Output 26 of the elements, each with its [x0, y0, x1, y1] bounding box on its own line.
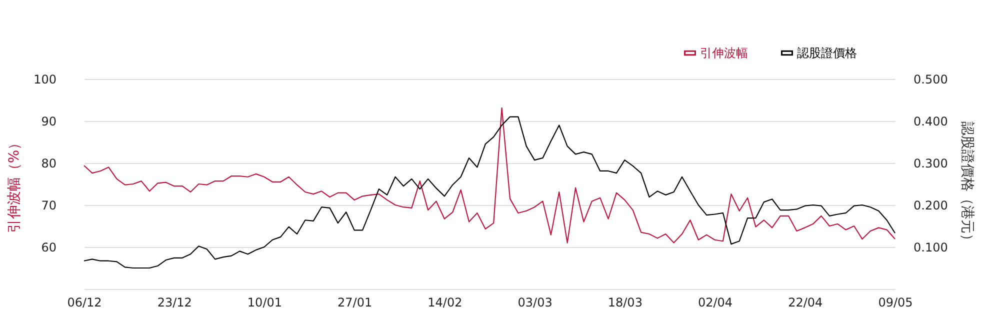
- y2-tick-label: 0.100: [914, 240, 948, 254]
- y-axis-title: 引伸波幅（%）: [6, 136, 23, 234]
- y2-tick-label: 0.300: [914, 156, 948, 170]
- x-tick-label: 06/12: [67, 296, 102, 310]
- y-tick-label: 80: [41, 156, 56, 170]
- line-series: [83, 116, 896, 269]
- legend-label: 認股證價格: [797, 46, 857, 60]
- x-tick-label: 14/02: [428, 296, 462, 310]
- line-series: [83, 107, 896, 244]
- x-tick-label: 02/04: [698, 296, 733, 310]
- y-tick-label: 90: [41, 114, 56, 128]
- legend-label: 引伸波幅: [700, 46, 748, 60]
- x-tick-label: 10/01: [247, 296, 282, 310]
- y2-tick-label: 0.500: [914, 72, 948, 86]
- y2-axis-title: 認股證價格（港元）: [958, 122, 975, 248]
- x-tick-label: 18/03: [608, 296, 642, 310]
- x-tick-label: 09/05: [878, 296, 913, 310]
- x-tick-label: 23/12: [157, 296, 192, 310]
- y-tick-label: 60: [41, 240, 56, 254]
- x-tick-label: 27/01: [338, 296, 372, 310]
- y2-tick-label: 0.200: [914, 198, 948, 212]
- x-tick-label: 22/04: [788, 296, 823, 310]
- x-tick-label: 03/03: [518, 296, 552, 310]
- y-tick-label: 70: [41, 198, 56, 212]
- y-tick-label: 100: [34, 72, 56, 86]
- y2-tick-label: 0.400: [914, 114, 948, 128]
